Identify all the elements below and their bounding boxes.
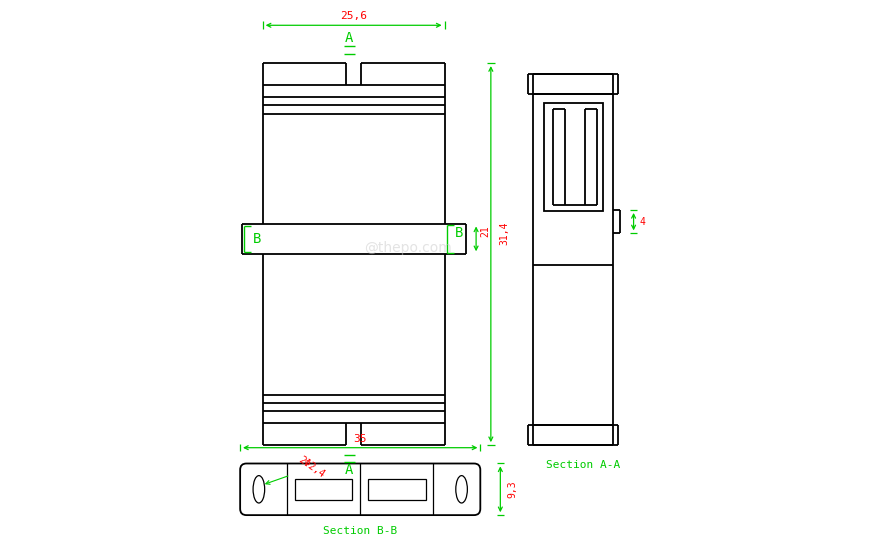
Text: A: A	[345, 31, 354, 45]
Text: 35: 35	[354, 434, 367, 444]
Text: B: B	[253, 232, 261, 246]
Text: 31,4: 31,4	[499, 221, 509, 245]
Bar	[543, 103, 603, 211]
Text: @thepo.com: @thepo.com	[364, 241, 452, 255]
Text: A: A	[345, 463, 354, 477]
Text: 25,6: 25,6	[340, 11, 367, 21]
Text: 9,3: 9,3	[507, 480, 517, 498]
Bar	[368, 479, 426, 500]
Bar	[295, 479, 352, 500]
Text: Section B-B: Section B-B	[323, 526, 397, 535]
Text: 2Φ2,4: 2Φ2,4	[297, 455, 326, 480]
Text: B: B	[455, 226, 463, 240]
Text: 4: 4	[639, 217, 645, 227]
Text: Section A-A: Section A-A	[547, 460, 621, 470]
Text: 21: 21	[481, 225, 491, 237]
